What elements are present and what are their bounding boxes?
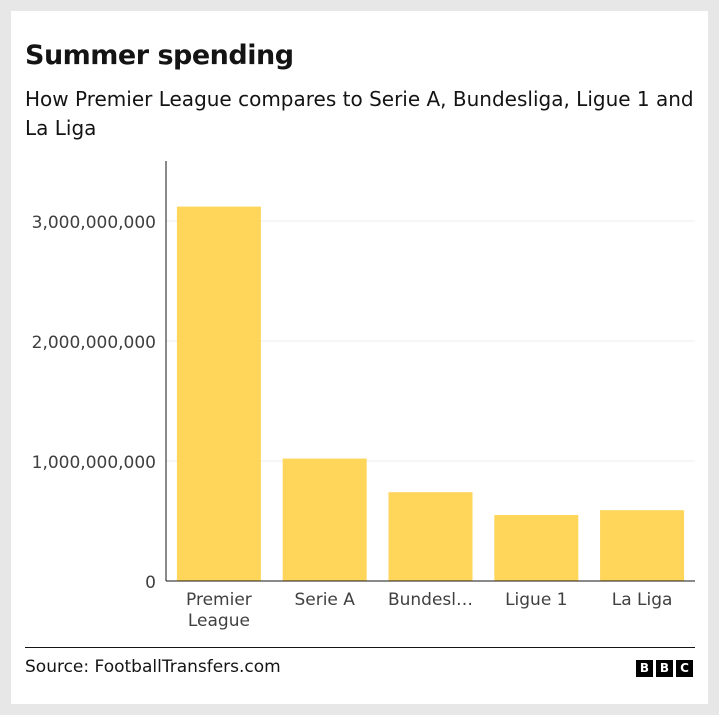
chart-title: Summer spending [25, 40, 294, 71]
x-tick-label: League [188, 611, 250, 631]
y-tick-label: 0 [145, 573, 156, 593]
bars [176, 206, 685, 581]
x-tick-label: Bundesl… [388, 590, 473, 610]
bar [282, 458, 367, 581]
x-tick-label: La Liga [612, 590, 673, 610]
footer-divider [25, 647, 695, 648]
bar [494, 515, 579, 581]
bar [176, 206, 261, 581]
source-note: Source: FootballTransfers.com [25, 657, 281, 677]
x-tick-label: Premier [186, 590, 252, 610]
y-tick-label: 3,000,000,000 [32, 213, 156, 233]
bar [388, 492, 473, 581]
logo-letter-c: C [676, 660, 693, 677]
logo-letter-b1: B [636, 660, 653, 677]
y-tick-label: 2,000,000,000 [32, 333, 156, 353]
x-tick-label: Ligue 1 [505, 590, 567, 610]
x-tick-label: Serie A [294, 590, 355, 610]
y-tick-label: 1,000,000,000 [32, 453, 156, 473]
axes [165, 161, 695, 582]
y-tick-labels: 0 1,000,000,000 2,000,000,000 3,000,000,000 [32, 213, 156, 593]
bbc-logo: B B C [636, 660, 693, 677]
bar [600, 510, 685, 581]
chart-subtitle: How Premier League compares to Serie A, … [25, 87, 694, 140]
logo-letter-b2: B [656, 660, 673, 677]
